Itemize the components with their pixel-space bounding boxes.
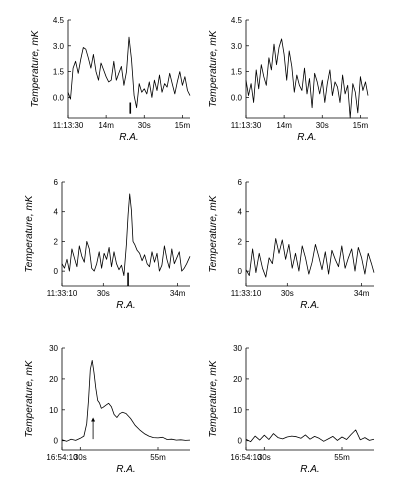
y-tick-label: 4.5 bbox=[231, 16, 243, 25]
series-line bbox=[67, 36, 191, 109]
y-tick-label: 10 bbox=[49, 406, 58, 415]
x-tick-label: 16:54:10 bbox=[46, 453, 78, 462]
x-tick-label: 30s bbox=[316, 121, 329, 130]
chart-panel-2-1: 0 2 4 6 11:33:10 30s 34m R.A. Temperature, mK bbox=[24, 178, 191, 311]
y-tick-label: 20 bbox=[49, 375, 58, 384]
y-tick-label: 2 bbox=[238, 237, 243, 246]
x-tick-label: 11:33:10 bbox=[47, 289, 78, 298]
y-tick-label: 4 bbox=[238, 208, 243, 217]
y-tick-label: 6 bbox=[238, 178, 243, 187]
x-tick-label: 34m bbox=[354, 289, 370, 298]
y-tick-label: 30 bbox=[49, 344, 58, 353]
x-tick-label: 30s bbox=[97, 289, 110, 298]
x-tick-label: 15m bbox=[353, 121, 369, 130]
y-tick-label: 0.0 bbox=[231, 93, 243, 102]
x-tick-label: 30s bbox=[138, 121, 151, 130]
y-tick-label: 1.5 bbox=[231, 68, 243, 77]
y-axis-label: Temperature, mK bbox=[24, 194, 35, 272]
series-line bbox=[245, 238, 375, 278]
series-line bbox=[245, 429, 375, 443]
y-tick-label: 10 bbox=[233, 406, 242, 415]
x-tick-label: 55m bbox=[334, 453, 350, 462]
y-axis-label: Temperature, mK bbox=[208, 194, 219, 272]
x-axis-label: R.A. bbox=[297, 132, 316, 143]
x-tick-label: 14m bbox=[98, 121, 114, 130]
chart-panel-2-2: 0 2 4 6 11:33:10 30s 34m R.A. Temperature, mK bbox=[208, 178, 375, 311]
y-tick-label: 6 bbox=[54, 178, 59, 187]
x-tick-label: 16:54:10 bbox=[230, 453, 262, 462]
x-tick-label: 11:33:10 bbox=[231, 289, 262, 298]
y-tick-label: 0 bbox=[54, 267, 59, 276]
y-axis-label: Temperature, mK bbox=[208, 29, 219, 107]
x-axis-label: R.A. bbox=[116, 300, 135, 311]
x-tick-label: 34m bbox=[170, 289, 186, 298]
x-tick-label: 14m bbox=[276, 121, 292, 130]
x-axis-label: R.A. bbox=[116, 464, 135, 475]
series-line bbox=[61, 193, 191, 277]
x-tick-label: 30s bbox=[258, 453, 271, 462]
x-tick-label: 55m bbox=[150, 453, 166, 462]
y-tick-label: 0 bbox=[238, 437, 243, 446]
y-tick-label: 2 bbox=[54, 237, 59, 246]
x-tick-label: 30s bbox=[281, 289, 294, 298]
x-axis-label: R.A. bbox=[300, 464, 319, 475]
y-tick-label: 4 bbox=[54, 208, 59, 217]
y-tick-label: 0 bbox=[238, 267, 243, 276]
y-tick-label: 1.5 bbox=[53, 68, 65, 77]
y-tick-label: 30 bbox=[233, 344, 242, 353]
x-tick-label: 15m bbox=[175, 121, 191, 130]
source-arrow-head bbox=[91, 417, 96, 422]
y-tick-label: 4.5 bbox=[53, 16, 65, 25]
y-tick-label: 0 bbox=[54, 437, 59, 446]
x-tick-label: 11:13:30 bbox=[231, 121, 262, 130]
series-line bbox=[61, 359, 191, 442]
y-axis-label: Temperature, mK bbox=[30, 29, 41, 107]
y-tick-label: 20 bbox=[233, 375, 242, 384]
x-tick-label: 30s bbox=[74, 453, 87, 462]
series-line bbox=[245, 38, 369, 119]
x-axis-label: R.A. bbox=[119, 132, 138, 143]
chart-panel-1-1: 0.0 1.5 3.0 4.5 11:13:30 14m 30s 15m R.A. Tempera… bbox=[30, 16, 190, 143]
x-tick-label: 11:13:30 bbox=[53, 121, 84, 130]
x-axis-label: R.A. bbox=[300, 300, 319, 311]
y-axis-label: Temperature, mK bbox=[24, 359, 35, 437]
y-tick-label: 0.0 bbox=[53, 93, 65, 102]
chart-panel-1-2: 0.0 1.5 3.0 4.5 11:13:30 14m 30s 15m R.A. Tempera… bbox=[208, 16, 368, 143]
y-tick-label: 3.0 bbox=[53, 42, 65, 51]
y-axis-label: Temperature, mK bbox=[208, 359, 219, 437]
y-tick-label: 3.0 bbox=[231, 42, 243, 51]
